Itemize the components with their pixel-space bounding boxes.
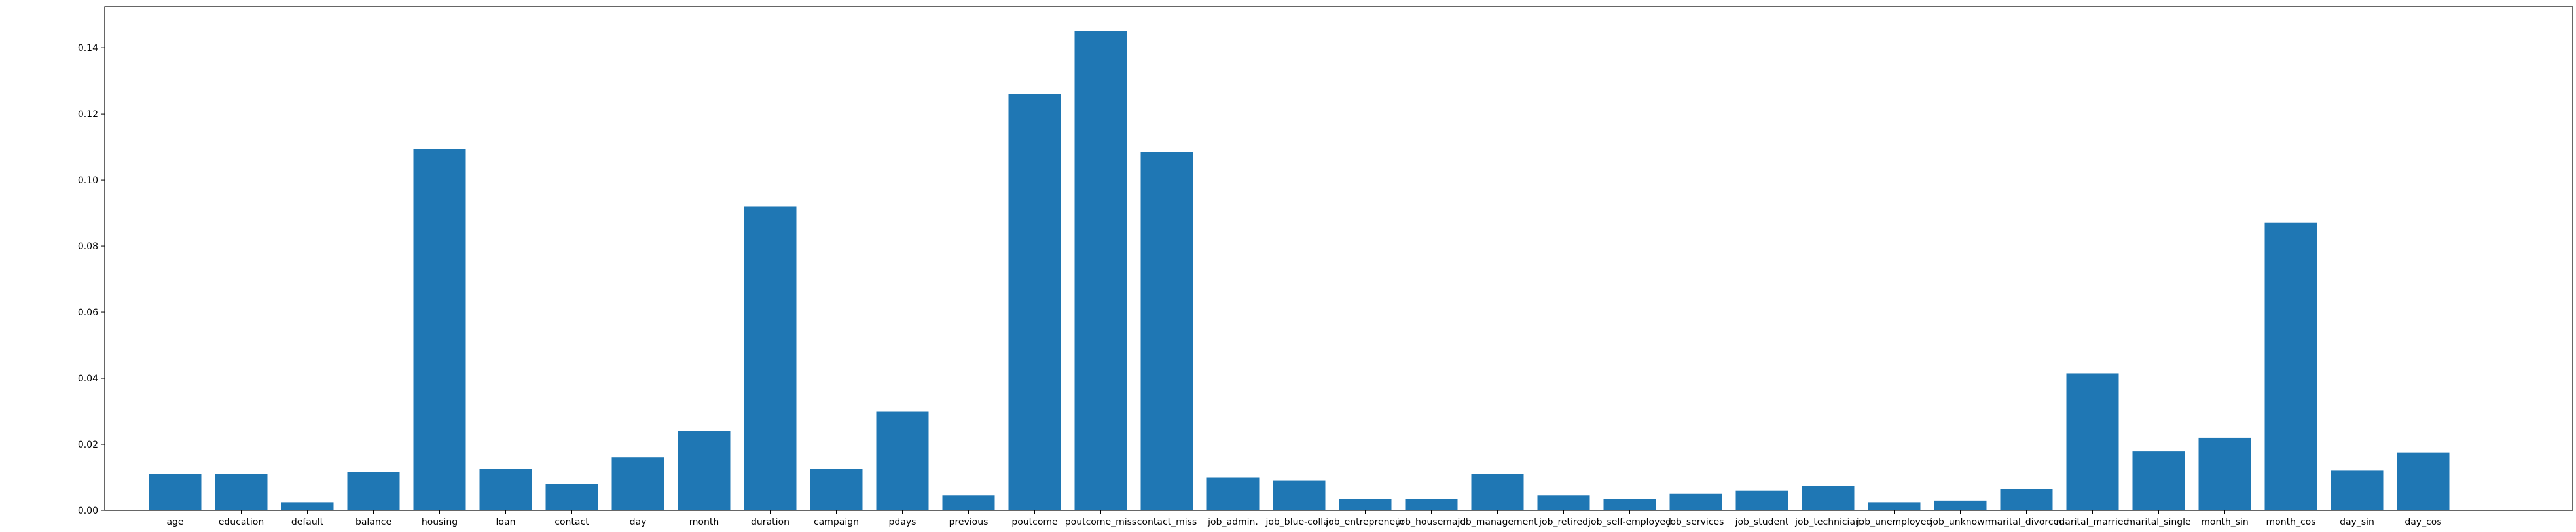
x-tick-label: day_sin — [2340, 517, 2374, 527]
y-tick-label: 0.12 — [78, 109, 98, 120]
bar-marital_single — [2132, 451, 2185, 510]
y-tick-label: 0.10 — [78, 175, 98, 186]
x-tick-label: default — [291, 517, 324, 527]
bar-education — [215, 474, 268, 510]
bar-job_admin. — [1206, 477, 1260, 510]
bar-previous — [942, 495, 995, 510]
x-tick-label: month_sin — [2201, 517, 2249, 527]
plot-area: 0.00 0.02 0.04 0.06 0.08 0.10 0.12 0.14 age educ… — [78, 6, 2573, 527]
x-tick-label: job_management — [1457, 517, 1538, 527]
bar-job_unemployed — [1868, 502, 1921, 510]
x-tick-label: job_unknown — [1930, 517, 1991, 527]
y-tick-label: 0.08 — [78, 241, 98, 252]
bar-month_cos — [2264, 222, 2317, 510]
x-tick-label: job_technician — [1794, 517, 1861, 527]
bar-day_cos — [2397, 452, 2450, 510]
bar-campaign — [810, 469, 863, 510]
x-tick-label: poutcome — [1011, 517, 1057, 527]
axes-frame — [104, 6, 2573, 511]
bar-pdays — [876, 411, 929, 510]
x-tick-label: job_housemaid — [1396, 517, 1466, 527]
y-tick-label: 0.14 — [78, 43, 98, 54]
bar-housing — [413, 149, 466, 511]
bar-job_housemaid — [1405, 499, 1458, 510]
x-tick-label: campaign — [814, 517, 859, 527]
x-tick-label: poutcome_miss — [1065, 517, 1136, 527]
x-tick-label: job_services — [1667, 517, 1724, 527]
x-tick-label: balance — [355, 517, 391, 527]
bar-job_blue-collar — [1273, 480, 1326, 510]
bar-loan — [479, 469, 532, 510]
x-tick-label: marital_married — [2056, 517, 2130, 527]
x-tick-label: day — [630, 517, 647, 527]
y-tick-label: 0.02 — [78, 440, 98, 450]
x-tick-label: housing — [422, 517, 458, 527]
x-tick-label: job_self-employed — [1587, 517, 1671, 527]
x-tick-label: pdays — [889, 517, 916, 527]
bar-job_services — [1669, 493, 1722, 510]
y-axis: 0.00 0.02 0.04 0.06 0.08 0.10 0.12 0.14 — [78, 43, 105, 516]
y-tick-label: 0.06 — [78, 308, 98, 318]
bar-month — [678, 431, 731, 510]
x-tick-label: contact — [554, 517, 589, 527]
bar-contact_miss — [1140, 152, 1193, 510]
bar-duration — [744, 206, 797, 510]
x-tick-label: job_retired — [1538, 517, 1588, 527]
bar-job_self-employed — [1603, 499, 1656, 510]
x-tick-label: contact_miss — [1137, 517, 1197, 527]
x-tick-label: month_cos — [2266, 517, 2316, 527]
bars-layer — [149, 31, 2450, 511]
x-tick-label: job_student — [1735, 517, 1789, 527]
x-tick-label: job_blue-collar — [1265, 517, 1332, 527]
y-tick-label: 0.04 — [78, 374, 98, 384]
x-tick-label: marital_single — [2126, 517, 2190, 527]
x-tick-label: education — [219, 517, 264, 527]
bar-job_entrepreneur — [1339, 499, 1392, 510]
bar-marital_married — [2066, 373, 2119, 510]
x-axis: age education default balance housing loan con… — [166, 510, 2442, 527]
bar-poutcome — [1008, 94, 1061, 511]
x-tick-label: day_cos — [2404, 517, 2441, 527]
x-tick-label: job_entrepreneur — [1325, 517, 1405, 527]
bar-balance — [347, 472, 400, 510]
x-tick-label: age — [166, 517, 183, 527]
bar-job_retired — [1537, 495, 1590, 510]
x-tick-label: previous — [949, 517, 989, 527]
x-tick-label: month — [689, 517, 719, 527]
bar-job_student — [1735, 490, 1788, 510]
bar-job_unknown — [1934, 500, 1987, 510]
bar-job_management — [1471, 474, 1524, 510]
x-tick-label: loan — [496, 517, 516, 527]
bar-age — [149, 474, 202, 510]
bar-month_sin — [2198, 437, 2251, 510]
bar-day_sin — [2331, 470, 2384, 510]
y-tick-label: 0.00 — [78, 506, 98, 516]
x-tick-label: job_admin. — [1207, 517, 1258, 527]
x-tick-label: duration — [751, 517, 789, 527]
bar-day — [611, 457, 664, 510]
x-tick-label: job_unemployed — [1856, 517, 1932, 527]
x-tick-label: marital_divorced — [1988, 517, 2065, 527]
bar-contact — [545, 484, 598, 510]
bar-marital_divorced — [2000, 489, 2053, 510]
bar-default — [281, 502, 334, 510]
bar-poutcome_miss — [1074, 31, 1127, 511]
bar-job_technician — [1802, 486, 1855, 510]
